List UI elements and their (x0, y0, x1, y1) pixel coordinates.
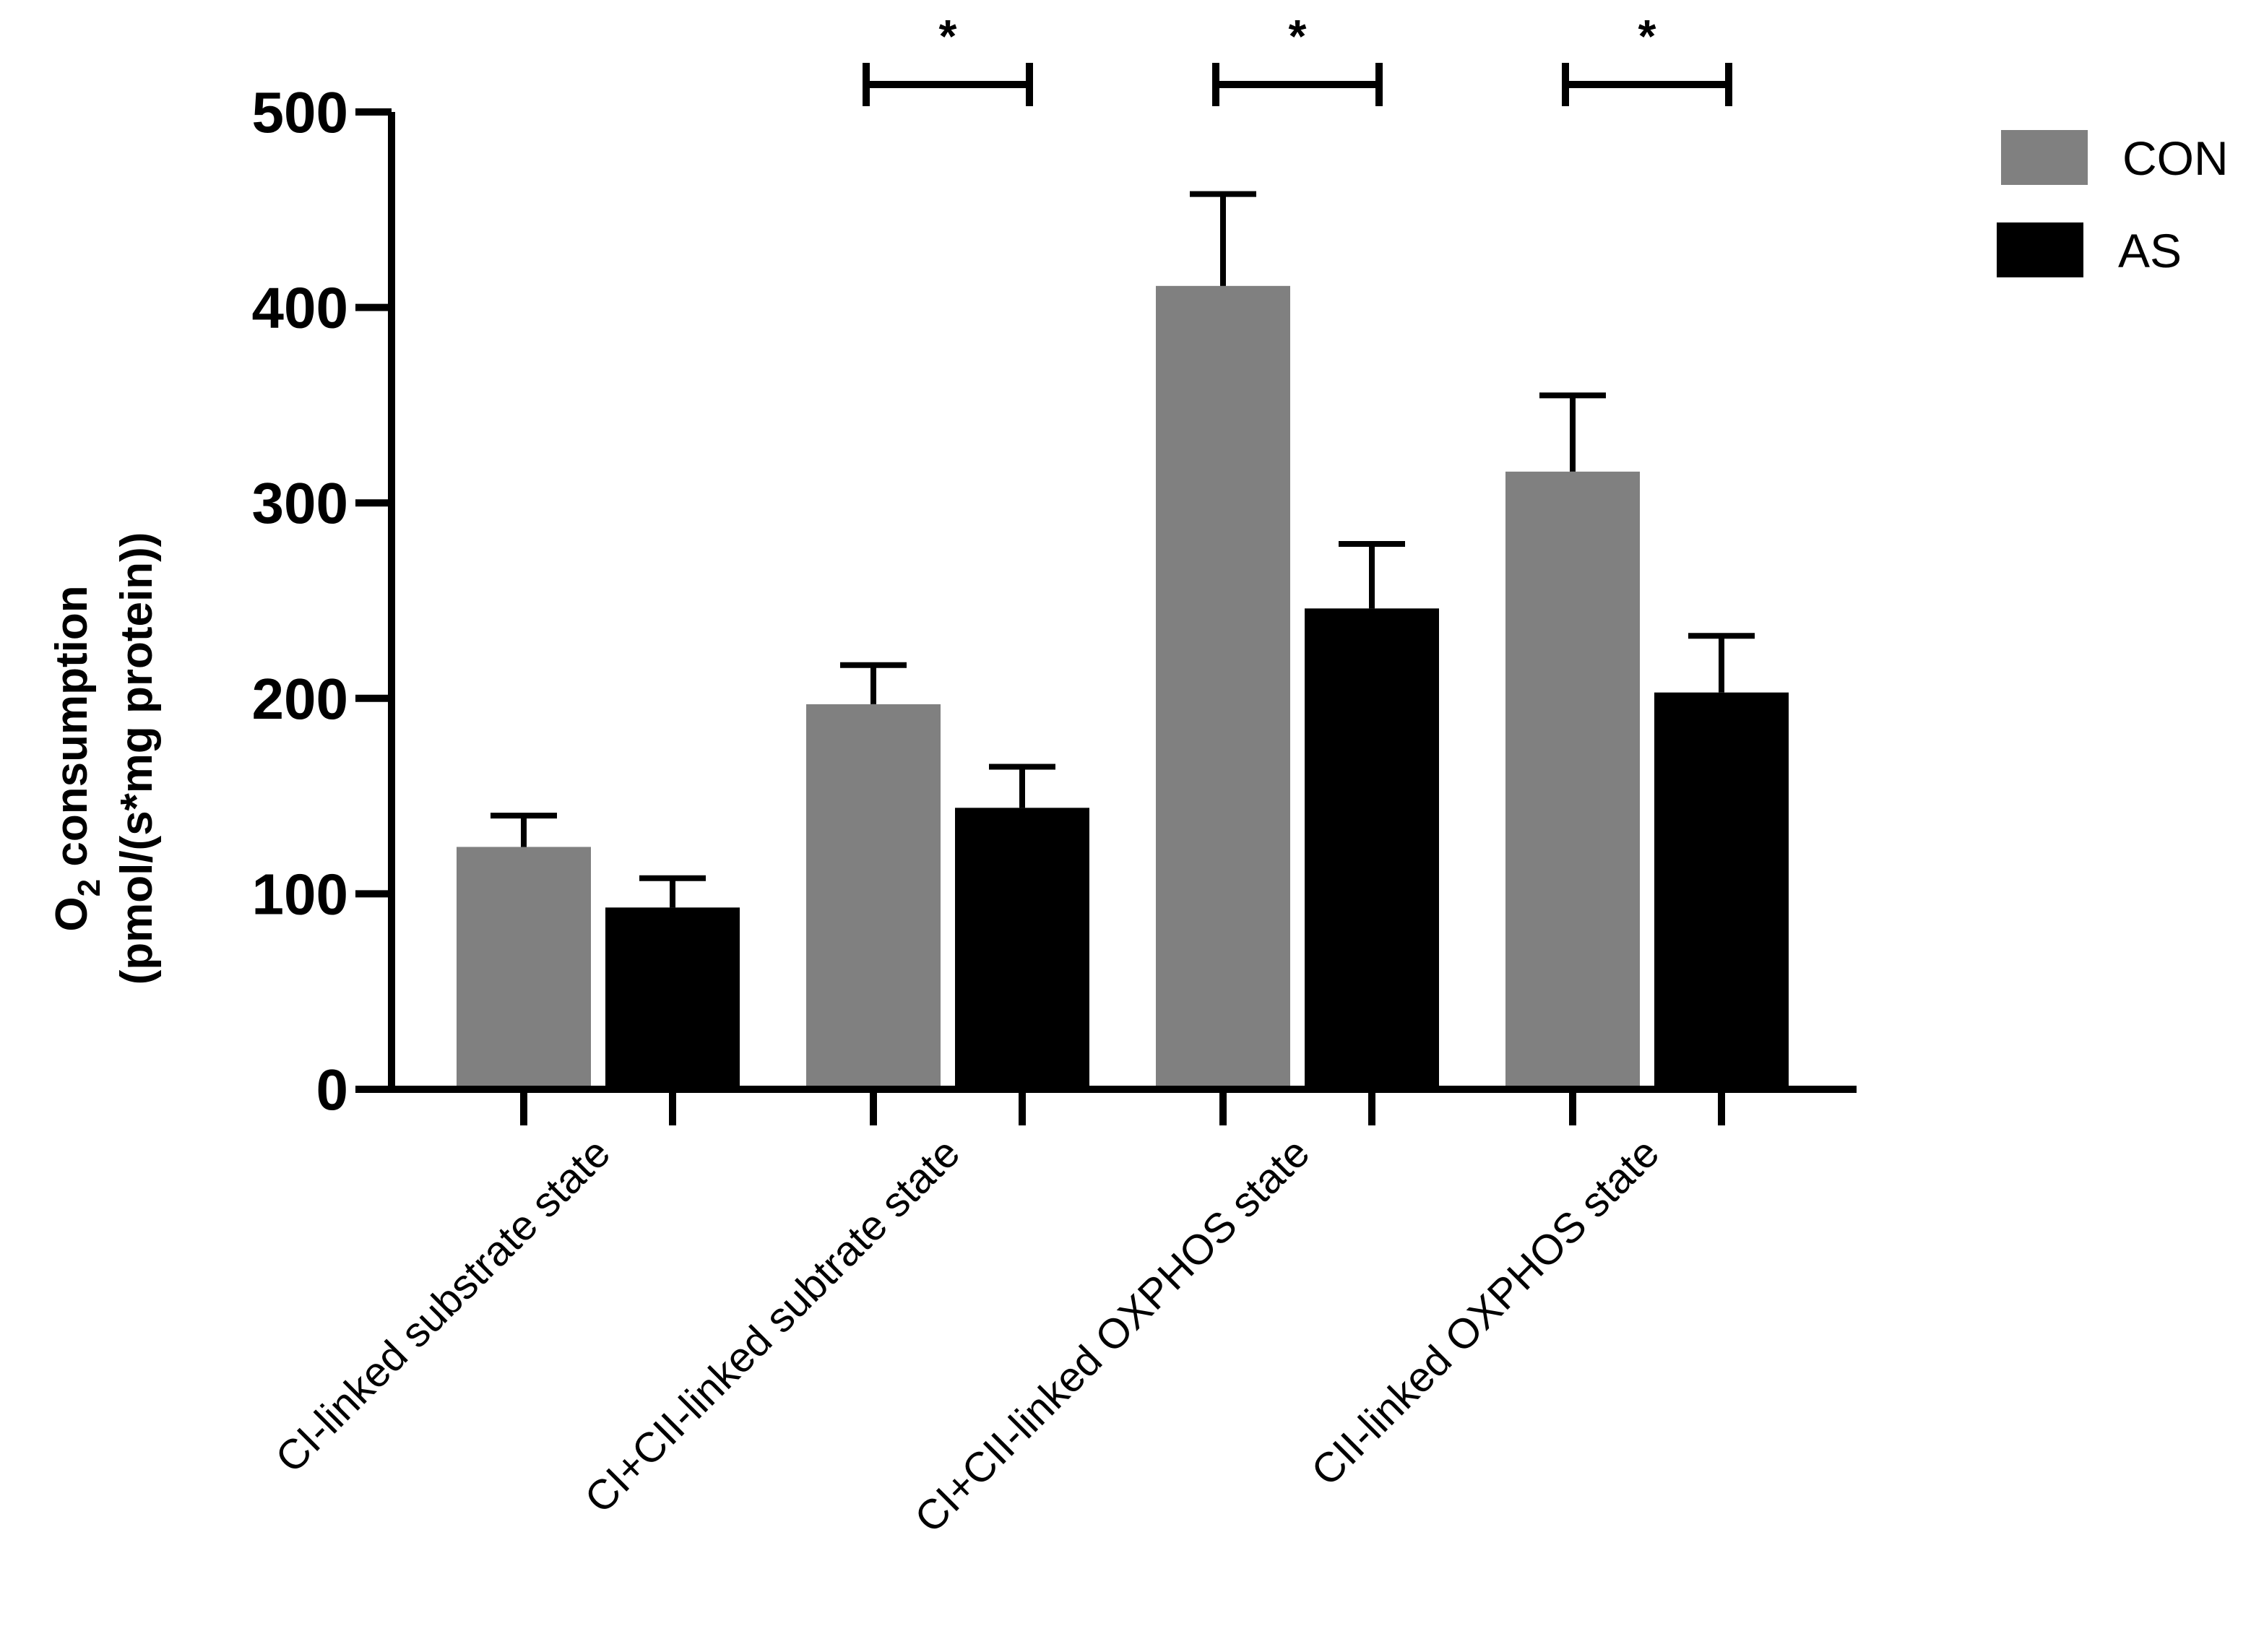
bar-con-1 (806, 704, 941, 1089)
bar-con-0 (457, 847, 591, 1089)
y-axis-title-subscript: 2 (72, 879, 107, 896)
bar-as-3 (1654, 692, 1789, 1089)
bar-as-2 (1305, 608, 1439, 1089)
bar-as-1 (955, 808, 1089, 1089)
significance-bracket-2: * (1212, 10, 1383, 106)
y-axis-title-line2: (pmol/(s*mg protein)) (112, 532, 162, 985)
error-bar-as-0 (639, 875, 706, 908)
bars-layer (457, 285, 1789, 1090)
category-label-2: CI+CII-linked OXPHOS state (906, 1129, 1318, 1541)
svg-text:O2 consumption: O2 consumption (47, 585, 107, 931)
y-tick-label-100: 100 (252, 862, 348, 926)
bar-con-3 (1505, 471, 1640, 1089)
category-label-0: CI-linked substrate state (267, 1129, 619, 1482)
y-tick-label-500: 500 (252, 80, 348, 144)
significance-layer: * * * (863, 10, 1732, 106)
legend-swatch-con (2001, 130, 2088, 185)
y-tick-label-400: 400 (252, 276, 348, 340)
legend-swatch-as (1997, 222, 2083, 277)
error-bar-as-3 (1688, 633, 1755, 693)
legend-label-con: CON (2122, 131, 2229, 185)
y-tick-label-0: 0 (316, 1058, 349, 1122)
error-bar-as-2 (1339, 541, 1405, 609)
error-bar-con-1 (840, 662, 907, 704)
y-tick-label-300: 300 (252, 471, 348, 535)
error-bar-as-1 (989, 764, 1055, 808)
y-axis-title-line1-rest: consumption (47, 585, 97, 878)
y-ticks-layer: 0 100 200 300 400 500 (252, 80, 392, 1122)
category-label-1: CI+CII-linked subtrate state (576, 1129, 969, 1522)
bar-con-2 (1156, 285, 1290, 1090)
significance-bracket-3: * (1562, 10, 1732, 106)
y-axis-title-o: O (47, 896, 97, 931)
bar-as-0 (605, 907, 740, 1089)
error-bar-con-3 (1539, 392, 1606, 472)
significance-label-1: * (939, 10, 957, 62)
legend-label-as: AS (2118, 224, 2182, 277)
error-bars-layer (491, 191, 1755, 908)
y-tick-label-200: 200 (252, 667, 348, 731)
category-label-3: CII-linked OXPHOS state (1302, 1129, 1668, 1495)
y-axis-title: O2 consumption (pmol/(s*mg protein)) (47, 532, 162, 985)
error-bar-con-2 (1190, 191, 1256, 286)
error-bar-con-0 (491, 813, 557, 847)
axes-layer (355, 112, 1857, 1125)
significance-bracket-1: * (863, 10, 1033, 106)
significance-label-3: * (1638, 10, 1656, 62)
significance-label-2: * (1289, 10, 1307, 62)
legend: CON AS (1997, 130, 2229, 277)
